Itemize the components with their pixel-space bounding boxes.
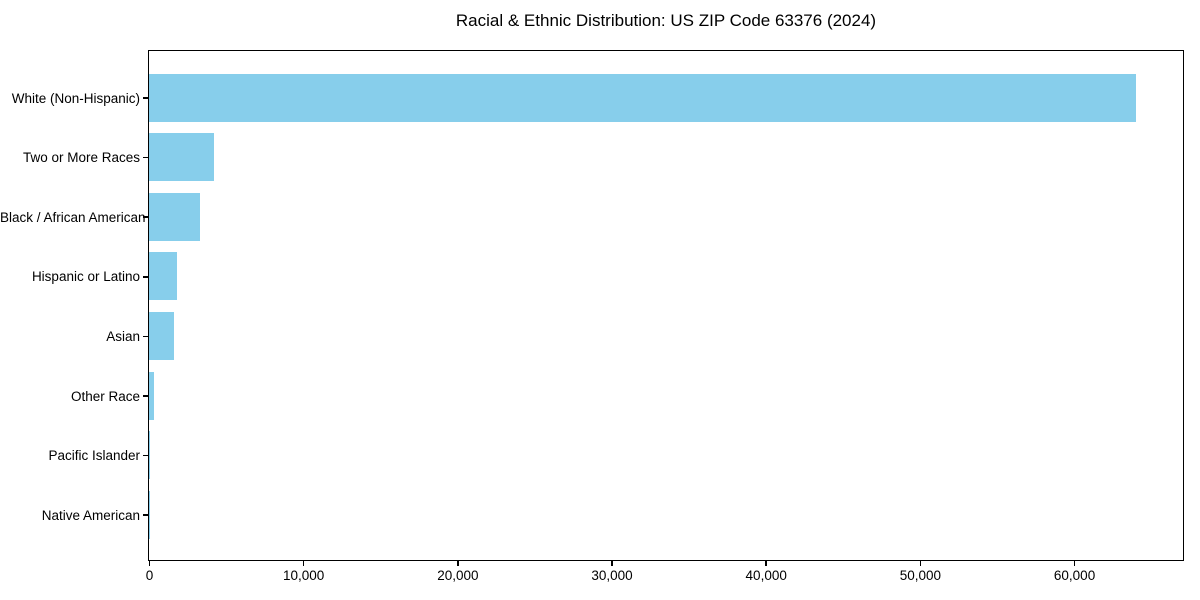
- y-tick-mark: [143, 335, 148, 338]
- y-tick-label: Black / African American: [0, 209, 146, 225]
- x-tick-label: 40,000: [745, 568, 787, 583]
- x-tick-mark: [148, 561, 151, 566]
- x-tick-mark: [611, 561, 613, 566]
- x-tick-label: 0: [145, 568, 154, 583]
- x-tick-label: 30,000: [591, 568, 633, 583]
- plot-area: [148, 50, 1184, 561]
- x-tick-label: 50,000: [899, 568, 942, 583]
- y-tick-mark: [143, 454, 148, 457]
- bar-hispanic-or-latino: [149, 252, 177, 301]
- bar-black-african-american: [149, 192, 200, 241]
- chart-title: Racial & Ethnic Distribution: US ZIP Cod…: [455, 11, 877, 30]
- x-tick-mark: [302, 561, 305, 566]
- x-tick-mark: [1073, 561, 1076, 566]
- bar-other-race: [149, 371, 154, 420]
- y-tick-mark: [143, 395, 148, 397]
- bar-two-or-more-races: [149, 133, 214, 182]
- y-tick-mark: [143, 97, 148, 99]
- bar-white-non-hispanic: [149, 73, 1136, 122]
- bar-asian: [149, 311, 174, 360]
- bar-pacific-islander: [149, 431, 150, 480]
- x-tick-mark: [457, 561, 459, 566]
- y-tick-label: Other Race: [70, 388, 140, 404]
- bar-native-american: [149, 490, 150, 539]
- y-tick-label: Native American: [41, 507, 140, 523]
- x-tick-mark: [765, 561, 767, 566]
- y-tick-mark: [143, 276, 148, 278]
- y-tick-label: Pacific Islander: [48, 448, 140, 464]
- x-tick-label: 20,000: [437, 568, 479, 583]
- y-tick-label: Hispanic or Latino: [31, 269, 140, 285]
- x-tick-label: 10,000: [283, 568, 325, 583]
- x-tick-label: 60,000: [1053, 568, 1096, 583]
- y-tick-mark: [143, 514, 148, 516]
- y-tick-label: White (Non-Hispanic): [11, 90, 140, 106]
- y-tick-mark: [143, 216, 148, 218]
- y-tick-mark: [143, 156, 148, 159]
- y-tick-label: Two or More Races: [22, 150, 140, 166]
- y-tick-label: Asian: [106, 328, 140, 344]
- x-tick-mark: [919, 561, 922, 566]
